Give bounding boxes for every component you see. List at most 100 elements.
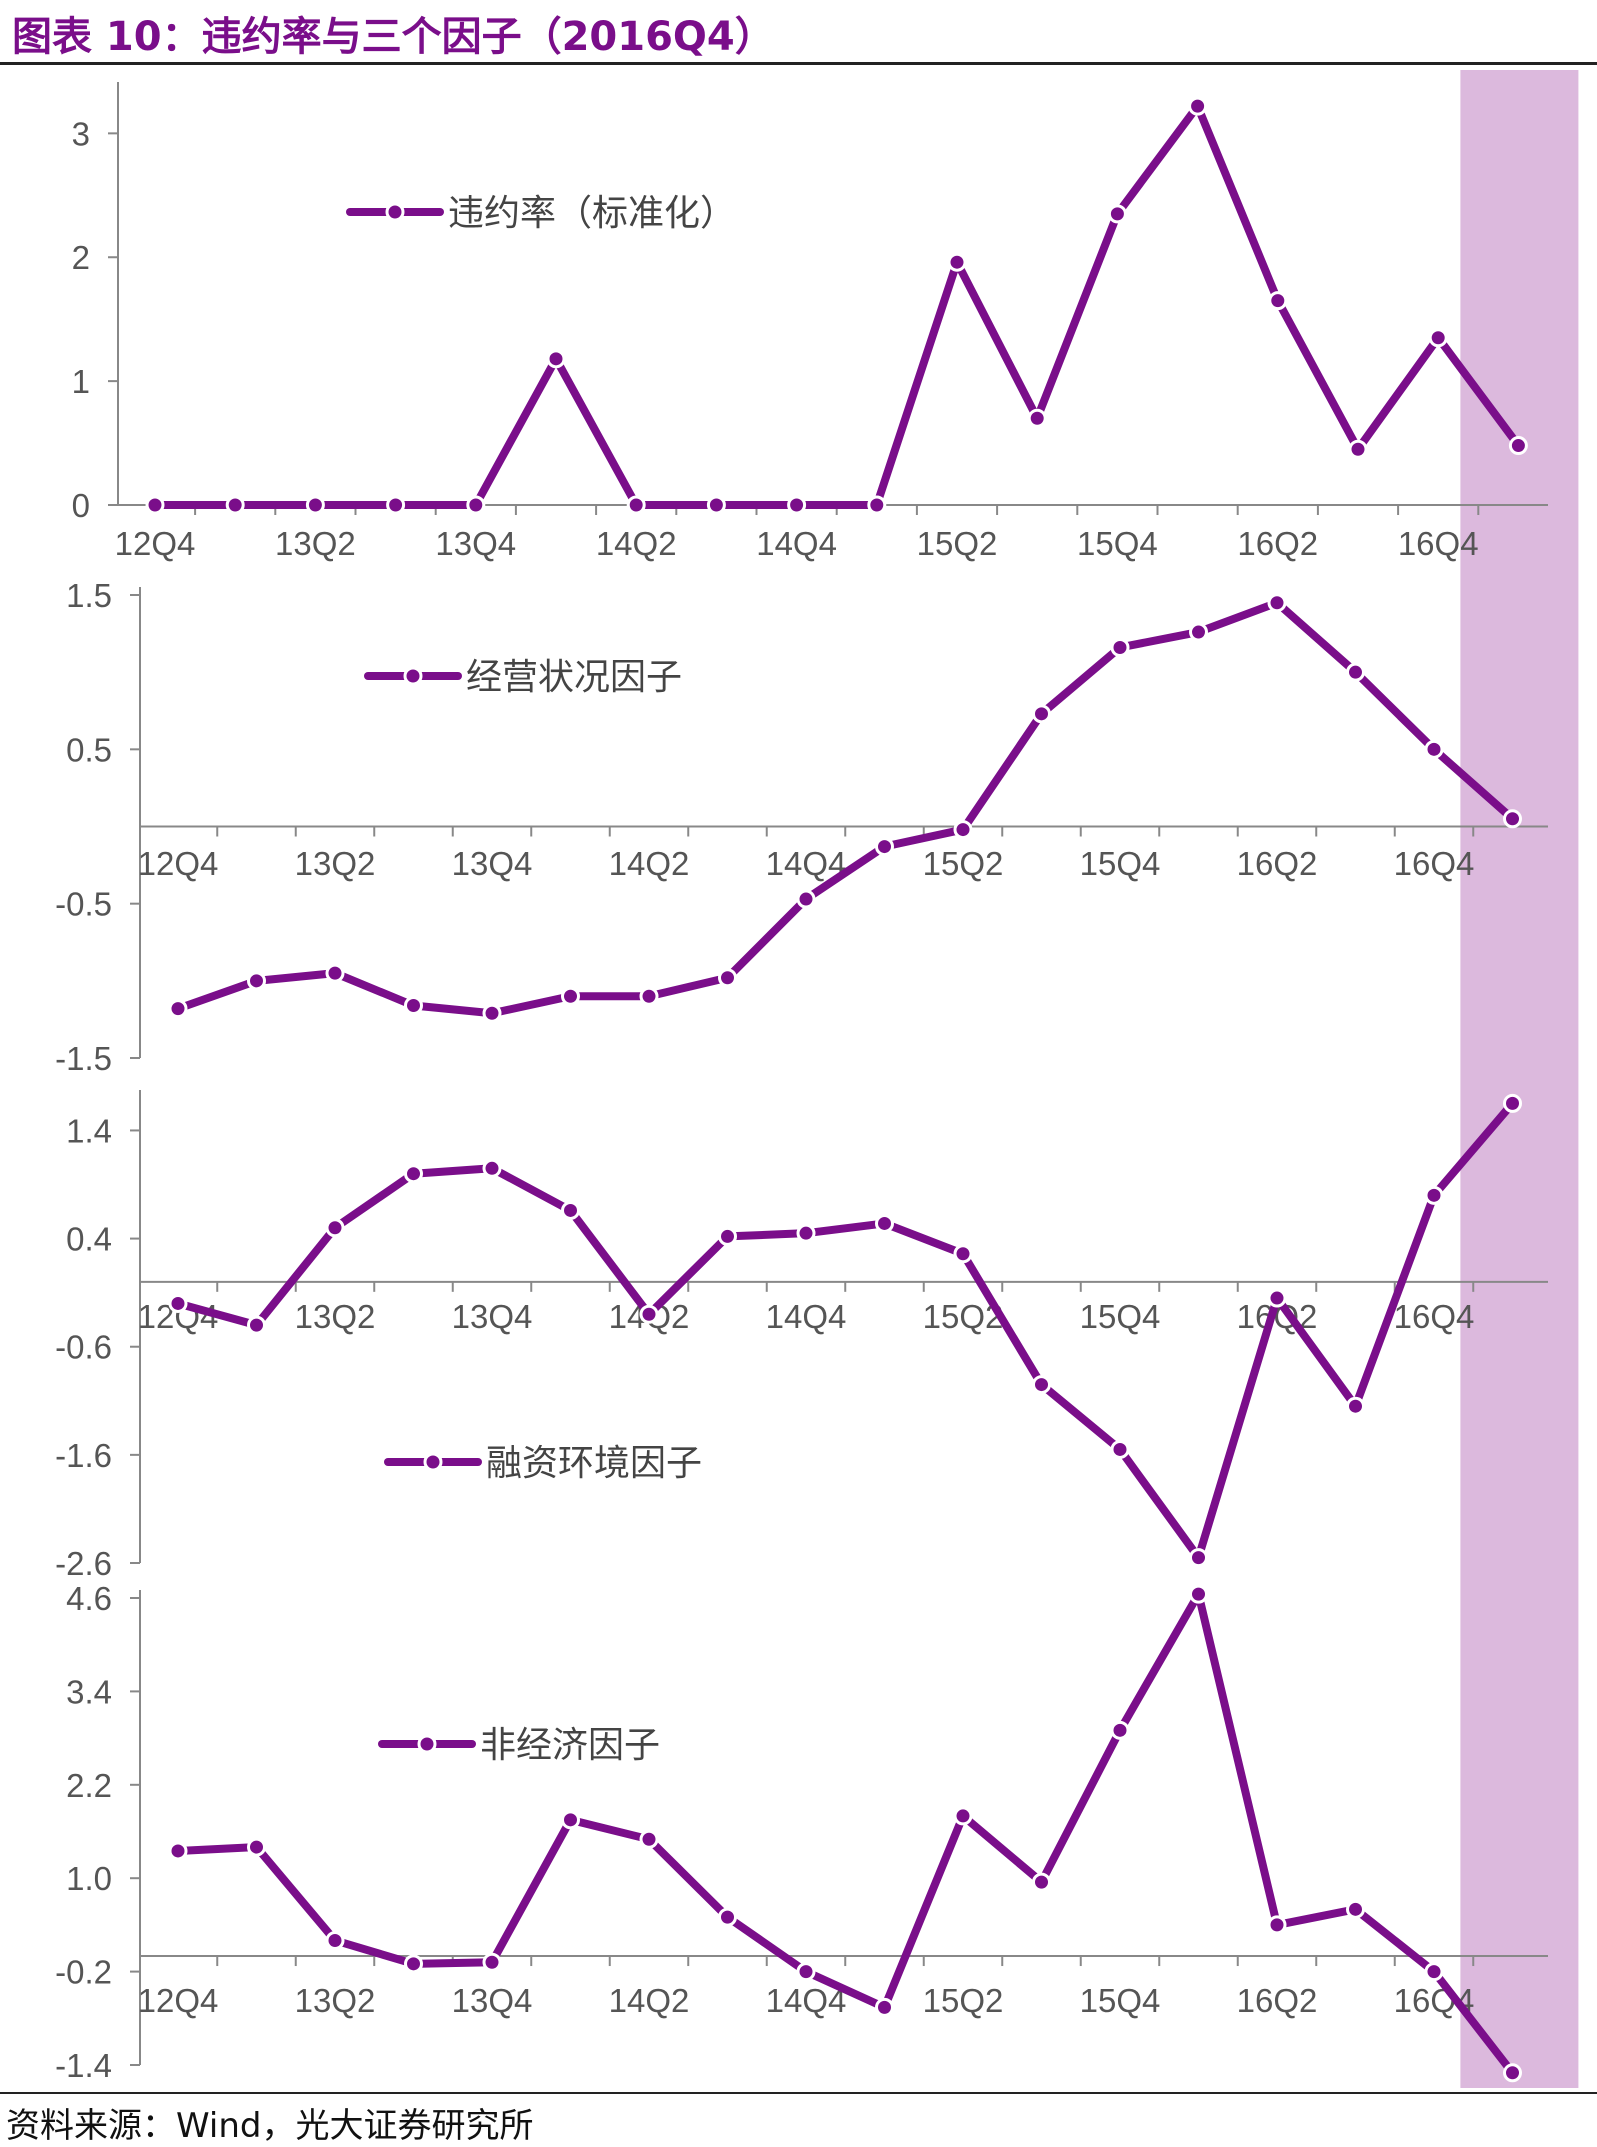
- data-point: [1107, 204, 1127, 224]
- x-tick-label: 12Q4: [138, 1982, 219, 2019]
- data-point: [706, 495, 726, 515]
- y-tick-label: 0.5: [66, 731, 112, 768]
- data-point: [1110, 1439, 1130, 1459]
- x-tick-label: 14Q4: [766, 845, 847, 882]
- data-point: [1267, 593, 1287, 613]
- data-point: [1268, 291, 1288, 311]
- data-point: [626, 495, 646, 515]
- legend-label: 经营状况因子: [466, 657, 682, 698]
- y-tick-label: -1.4: [55, 2047, 112, 2084]
- data-point: [546, 349, 566, 369]
- data-point: [639, 1829, 659, 1849]
- legend-label: 融资环境因子: [486, 1443, 702, 1484]
- data-point: [718, 1907, 737, 1927]
- x-tick-label: 16Q2: [1237, 845, 1318, 882]
- data-point: [1503, 809, 1522, 829]
- y-tick-label: 2: [72, 239, 90, 276]
- x-tick-label: 14Q2: [609, 1982, 690, 2019]
- x-tick-label: 16Q4: [1394, 845, 1475, 882]
- data-point: [1424, 1962, 1444, 1982]
- legend-label: 违约率（标准化）: [448, 193, 736, 234]
- y-tick-label: 1.4: [66, 1112, 112, 1149]
- data-point: [247, 1315, 266, 1335]
- y-tick-label: 1.5: [66, 577, 112, 614]
- data-point: [947, 252, 967, 272]
- data-point: [325, 1930, 345, 1950]
- x-tick-label: 13Q2: [275, 525, 356, 562]
- x-tick-label: 13Q2: [295, 845, 376, 882]
- x-tick-label: 16Q2: [1237, 525, 1318, 562]
- y-tick-label: -0.2: [55, 1954, 112, 1991]
- data-point: [1508, 436, 1528, 456]
- data-point: [1267, 1288, 1287, 1308]
- x-tick-label: 12Q4: [115, 525, 196, 562]
- title-divider: [0, 62, 1597, 65]
- data-point: [1032, 1375, 1051, 1395]
- data-point: [561, 1200, 580, 1220]
- data-point: [718, 1226, 737, 1246]
- x-tick-label: 15Q4: [1077, 525, 1158, 562]
- series-line: [174, 1590, 1517, 2077]
- data-point: [466, 495, 486, 515]
- data-point: [404, 996, 423, 1016]
- x-tick-label: 16Q4: [1398, 525, 1479, 562]
- data-point: [875, 1997, 894, 2017]
- data-point: [1503, 2063, 1522, 2083]
- data-point: [1189, 1584, 1208, 1604]
- legend-marker: [423, 1452, 443, 1472]
- forecast-highlight-band: [1460, 70, 1579, 2088]
- y-tick-label: -2.6: [55, 1545, 112, 1582]
- y-tick-label: 1: [72, 363, 90, 400]
- legend-marker: [403, 666, 423, 686]
- x-tick-label: 13Q4: [435, 525, 516, 562]
- series-line: [174, 1099, 1517, 1562]
- data-point: [145, 495, 165, 515]
- data-point: [168, 1841, 188, 1861]
- data-point: [1424, 1185, 1444, 1205]
- data-point: [482, 1952, 502, 1972]
- y-tick-label: -1.6: [55, 1437, 112, 1474]
- data-point: [796, 889, 816, 909]
- data-point: [1188, 96, 1208, 116]
- data-point: [561, 1810, 580, 1830]
- data-point: [1348, 439, 1368, 459]
- y-tick-label: -1.5: [55, 1040, 112, 1077]
- data-point: [1189, 622, 1208, 642]
- x-tick-label: 15Q4: [1080, 845, 1161, 882]
- y-tick-label: 4.6: [66, 1580, 112, 1617]
- x-tick-label: 13Q2: [295, 1298, 376, 1335]
- data-point: [1428, 328, 1448, 348]
- data-point: [1032, 704, 1051, 724]
- data-point: [325, 1218, 345, 1238]
- data-point: [225, 495, 245, 515]
- data-point: [404, 1164, 423, 1184]
- figure-title: 图表 10：违约率与三个因子（2016Q4）: [12, 14, 775, 60]
- data-point: [1189, 1548, 1208, 1568]
- data-point: [325, 963, 345, 983]
- series-line: [174, 598, 1517, 1018]
- x-tick-label: 16Q2: [1237, 1982, 1318, 2019]
- data-point: [1503, 1093, 1522, 1113]
- data-point: [1027, 408, 1047, 428]
- data-point: [482, 1158, 502, 1178]
- x-tick-label: 14Q4: [766, 1298, 847, 1335]
- data-point: [953, 820, 973, 840]
- y-tick-label: 2.2: [66, 1767, 112, 1804]
- data-point: [482, 1003, 502, 1023]
- source-divider: [0, 2092, 1597, 2094]
- y-tick-label: -0.5: [55, 886, 112, 923]
- y-tick-label: -0.6: [55, 1329, 112, 1366]
- x-tick-label: 13Q4: [452, 1982, 533, 2019]
- data-point: [1267, 1915, 1287, 1935]
- x-tick-label: 14Q2: [609, 845, 690, 882]
- data-point: [875, 837, 894, 857]
- data-point: [953, 1244, 973, 1264]
- x-tick-label: 14Q2: [596, 525, 677, 562]
- source-note: 资料来源：Wind，光大证券研究所: [6, 2106, 534, 2146]
- data-point: [718, 968, 737, 988]
- legend-marker: [417, 1734, 437, 1754]
- x-tick-label: 13Q4: [452, 845, 533, 882]
- data-point: [1424, 739, 1444, 759]
- legend-marker: [385, 202, 405, 222]
